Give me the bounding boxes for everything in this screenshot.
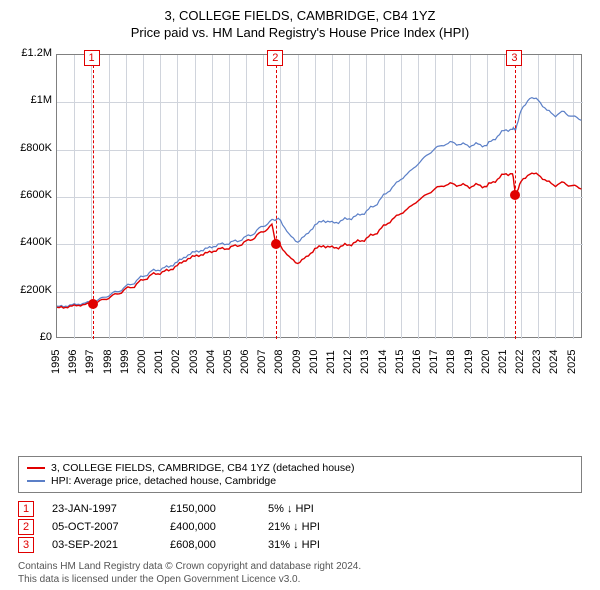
- x-tick-label: 1999: [119, 342, 131, 374]
- x-tick-label: 2004: [205, 342, 217, 374]
- event-badge: 1: [84, 50, 100, 66]
- x-tick-label: 2017: [428, 342, 440, 374]
- x-tick-label: 2001: [153, 342, 165, 374]
- legend-item: HPI: Average price, detached house, Camb…: [27, 475, 573, 487]
- events-table: 1 23-JAN-1997 £150,000 5% ↓ HPI 2 05-OCT-2007…: [18, 499, 582, 555]
- x-tick-label: 2008: [273, 342, 285, 374]
- y-tick-label: £800K: [12, 142, 52, 154]
- x-tick-label: 2000: [136, 342, 148, 374]
- event-marker-dot: [271, 239, 281, 249]
- x-tick-label: 1998: [102, 342, 114, 374]
- x-tick-label: 2023: [531, 342, 543, 374]
- x-tick-label: 2007: [256, 342, 268, 374]
- events-table-diff: 5% ↓ HPI: [268, 503, 314, 515]
- x-tick-label: 2003: [188, 342, 200, 374]
- x-tick-label: 2018: [445, 342, 457, 374]
- x-tick-label: 2019: [463, 342, 475, 374]
- event-marker-dot: [88, 299, 98, 309]
- series-line: [57, 98, 581, 307]
- event-line: [93, 55, 94, 339]
- events-table-row: 3 03-SEP-2021 £608,000 31% ↓ HPI: [18, 537, 582, 553]
- attribution-line1: Contains HM Land Registry data © Crown c…: [18, 561, 582, 574]
- events-table-price: £150,000: [170, 503, 250, 515]
- events-table-price: £400,000: [170, 521, 250, 533]
- x-tick-label: 2006: [239, 342, 251, 374]
- events-table-badge: 2: [18, 519, 34, 535]
- y-tick-label: £200K: [12, 284, 52, 296]
- legend-item: 3, COLLEGE FIELDS, CAMBRIDGE, CB4 1YZ (d…: [27, 462, 573, 474]
- chart-area: £0 £200K £400K £600K £800K £1M £1.2M 1995 1996 19…: [10, 46, 590, 450]
- y-tick-label: £1.2M: [12, 47, 52, 59]
- x-tick-label: 2024: [548, 342, 560, 374]
- events-table-diff: 31% ↓ HPI: [268, 539, 320, 551]
- x-tick-label: 1997: [84, 342, 96, 374]
- legend-label: HPI: Average price, detached house, Camb…: [51, 475, 276, 487]
- title-subtitle: Price paid vs. HM Land Registry's House …: [10, 25, 590, 40]
- x-tick-label: 2009: [291, 342, 303, 374]
- events-table-badge: 3: [18, 537, 34, 553]
- x-tick-label: 2011: [325, 342, 337, 374]
- events-table-date: 23-JAN-1997: [52, 503, 152, 515]
- attribution: Contains HM Land Registry data © Crown c…: [18, 561, 582, 586]
- x-tick-label: 2015: [394, 342, 406, 374]
- x-tick-label: 1996: [67, 342, 79, 374]
- events-table-row: 1 23-JAN-1997 £150,000 5% ↓ HPI: [18, 501, 582, 517]
- x-tick-label: 2013: [359, 342, 371, 374]
- events-table-diff: 21% ↓ HPI: [268, 521, 320, 533]
- plot-area: [56, 54, 582, 338]
- events-table-price: £608,000: [170, 539, 250, 551]
- event-badge: 3: [506, 50, 522, 66]
- x-tick-label: 2025: [566, 342, 578, 374]
- series-svg: [57, 55, 583, 339]
- legend: 3, COLLEGE FIELDS, CAMBRIDGE, CB4 1YZ (d…: [18, 456, 582, 493]
- chart-container: 3, COLLEGE FIELDS, CAMBRIDGE, CB4 1YZ Pr…: [0, 0, 600, 590]
- x-tick-label: 2021: [497, 342, 509, 374]
- x-tick-label: 2022: [514, 342, 526, 374]
- y-tick-label: £400K: [12, 236, 52, 248]
- x-tick-label: 2002: [170, 342, 182, 374]
- legend-swatch: [27, 480, 45, 482]
- event-badge: 2: [267, 50, 283, 66]
- legend-label: 3, COLLEGE FIELDS, CAMBRIDGE, CB4 1YZ (d…: [51, 462, 354, 474]
- events-table-date: 03-SEP-2021: [52, 539, 152, 551]
- title-address: 3, COLLEGE FIELDS, CAMBRIDGE, CB4 1YZ: [10, 8, 590, 23]
- x-tick-label: 2020: [480, 342, 492, 374]
- events-table-date: 05-OCT-2007: [52, 521, 152, 533]
- event-line: [276, 55, 277, 339]
- y-tick-label: £1M: [12, 94, 52, 106]
- event-marker-dot: [510, 190, 520, 200]
- series-line: [57, 173, 581, 308]
- events-table-row: 2 05-OCT-2007 £400,000 21% ↓ HPI: [18, 519, 582, 535]
- y-tick-label: £0: [12, 331, 52, 343]
- x-tick-label: 2005: [222, 342, 234, 374]
- x-tick-label: 2012: [342, 342, 354, 374]
- events-table-badge: 1: [18, 501, 34, 517]
- y-tick-label: £600K: [12, 189, 52, 201]
- legend-swatch: [27, 467, 45, 469]
- attribution-line2: This data is licensed under the Open Gov…: [18, 574, 582, 587]
- x-tick-label: 1995: [50, 342, 62, 374]
- x-tick-label: 2014: [377, 342, 389, 374]
- x-tick-label: 2016: [411, 342, 423, 374]
- x-tick-label: 2010: [308, 342, 320, 374]
